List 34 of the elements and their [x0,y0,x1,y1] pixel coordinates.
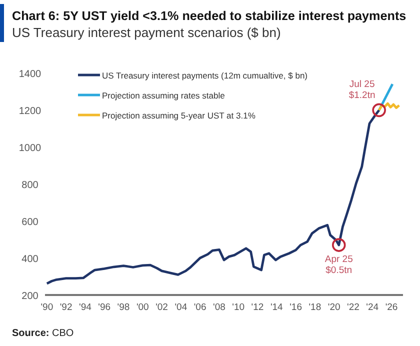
x-tick-label: '26 [385,302,398,313]
x-tick-label: '24 [366,302,379,313]
annotation: Jul 25 $1.2tn [348,79,376,102]
x-tick-label: '04 [174,302,188,313]
y-tick-label: 1200 [18,106,42,117]
x-tick-label: '08 [213,302,226,313]
x-tick-label: '18 [308,302,322,313]
y-tick-label: 200 [22,291,39,302]
y-tick-label: 800 [22,180,39,191]
x-tick-label: '96 [98,302,111,313]
x-tick-label: '00 [136,302,149,313]
y-tick-label: 600 [22,217,39,228]
annotation: Apr 25 $0.5tn [324,254,353,276]
chart-subtitle: US Treasury interest payment scenarios ($ bn) [12,25,281,40]
x-tick-label: '12 [251,302,264,313]
x-tick-label: '06 [194,302,206,313]
legend-label: Projection assuming rates stable [102,90,226,100]
legend-label: US Treasury interest payments (12m cumualtive, $ bn) [102,70,308,80]
x-tick-label: '94 [79,302,92,313]
x-tick-label: '92 [60,302,72,313]
y-tick-label: 1000 [18,143,42,154]
y-tick-label: 1400 [18,69,42,80]
x-tick-label: '22 [347,302,360,313]
legend-label: Projection assuming 5-year UST at 3.1% [102,110,256,120]
x-tick-label: '90 [40,302,54,313]
source-note: Source: CBO [12,328,74,339]
x-tick-label: '16 [290,302,302,313]
x-tick-label: '98 [117,302,130,313]
x-tick-label: '14 [270,302,283,313]
y-tick-label: 400 [22,254,39,265]
x-tick-label: '10 [232,302,245,313]
x-tick-label: '02 [156,302,168,313]
chart-title: Chart 6: 5Y UST yield <3.1% needed to stabilize interest payments [12,9,406,23]
x-tick-label: '20 [328,302,340,313]
